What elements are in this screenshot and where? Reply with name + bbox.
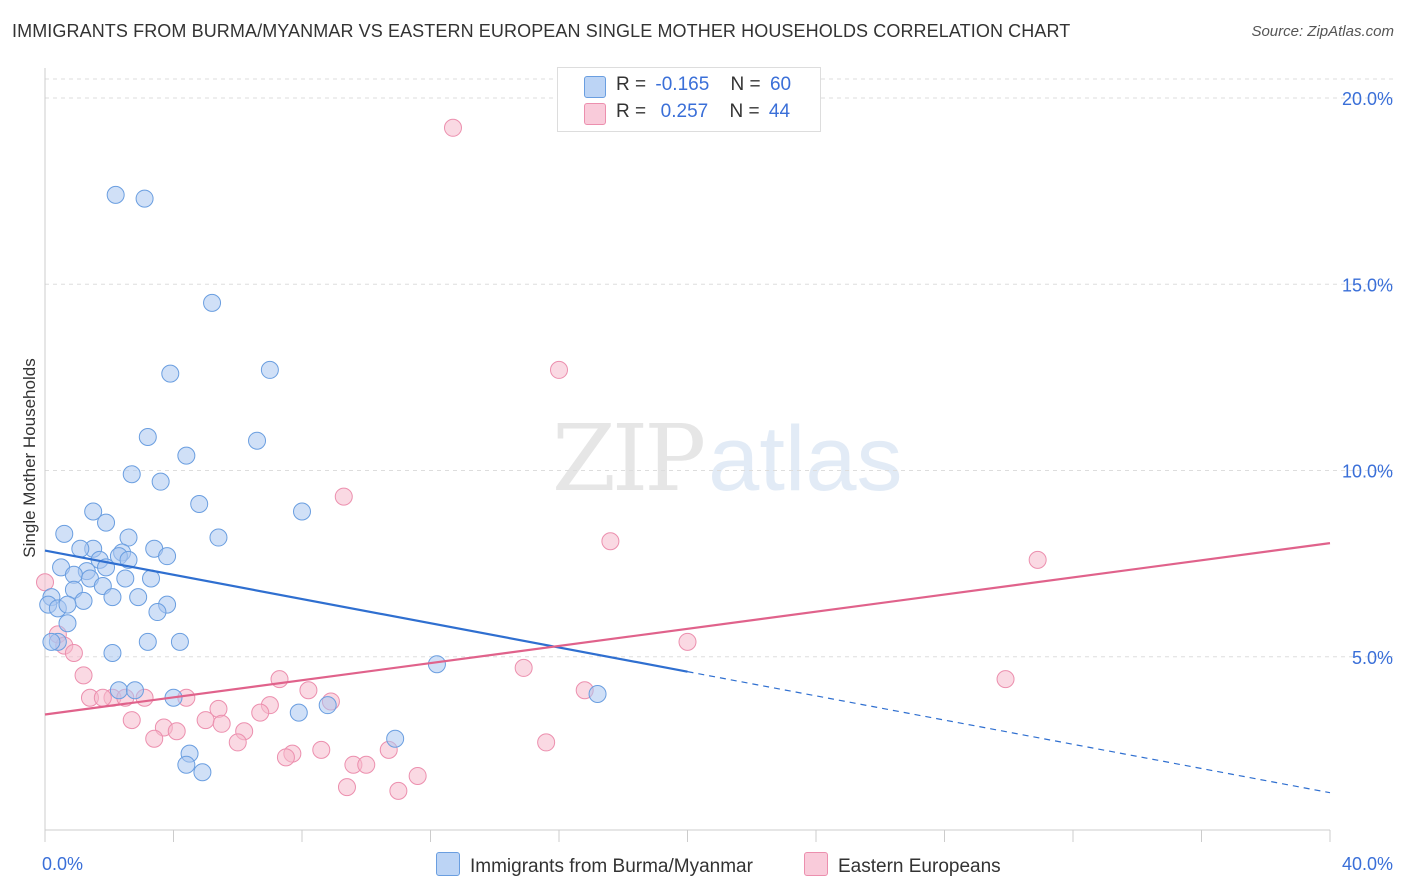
point-burma-myanmar	[138, 427, 157, 446]
point-eastern-europeans	[167, 722, 186, 741]
x-tick-label: 0.0%	[42, 854, 83, 874]
point-eastern-europeans	[122, 711, 141, 730]
legend-n-label-blue: N =	[730, 74, 761, 95]
point-burma-myanmar	[129, 588, 148, 607]
point-eastern-europeans	[74, 666, 93, 685]
point-eastern-europeans	[443, 118, 462, 137]
point-eastern-europeans	[228, 733, 247, 752]
point-burma-myanmar	[109, 681, 128, 700]
watermark-atlas: atlas	[708, 408, 903, 510]
point-burma-myanmar	[158, 547, 177, 566]
point-burma-myanmar	[177, 755, 196, 774]
legend-r-value-blue: -0.165	[655, 74, 710, 95]
point-burma-myanmar	[209, 528, 228, 547]
point-burma-myanmar	[125, 681, 144, 700]
bottom-legend-pink: Eastern Europeans	[804, 852, 1001, 878]
point-eastern-europeans	[514, 658, 533, 677]
point-burma-myanmar	[170, 632, 189, 651]
y-tick-label: 20.0%	[1342, 89, 1393, 109]
point-burma-myanmar	[71, 539, 90, 558]
point-burma-myanmar	[248, 431, 267, 450]
point-eastern-europeans	[64, 644, 83, 663]
y-tick-label: 15.0%	[1342, 275, 1393, 295]
point-burma-myanmar	[148, 603, 167, 622]
point-eastern-europeans	[196, 711, 215, 730]
stats-legend: R = -0.165 N = 60 R = 0.257 N = 44	[557, 67, 821, 132]
point-eastern-europeans	[36, 573, 54, 592]
watermark-zip: ZIP	[552, 405, 706, 512]
legend-r-label-pink: R =	[616, 101, 647, 122]
point-burma-myanmar	[427, 655, 446, 674]
legend-n-value-pink: 44	[768, 101, 791, 122]
point-eastern-europeans	[212, 714, 231, 733]
point-burma-myanmar	[119, 550, 138, 569]
point-eastern-europeans	[93, 688, 112, 707]
point-burma-myanmar	[58, 614, 77, 633]
point-eastern-europeans	[337, 778, 356, 797]
trendline-eastern-europeans	[44, 542, 1331, 716]
point-eastern-europeans	[276, 748, 295, 767]
point-burma-myanmar	[55, 524, 74, 543]
bottom-legend-blue: Immigrants from Burma/Myanmar	[436, 852, 753, 878]
point-eastern-europeans	[334, 487, 353, 506]
legend-r-value-pink: 0.257	[655, 101, 709, 122]
point-eastern-europeans	[145, 729, 164, 748]
point-eastern-europeans	[357, 755, 376, 774]
point-burma-myanmar	[151, 472, 170, 491]
point-burma-myanmar	[42, 632, 61, 651]
legend-swatch-pink	[584, 103, 606, 125]
legend-swatch-blue	[584, 76, 606, 98]
point-burma-myanmar	[135, 189, 154, 208]
point-eastern-europeans	[408, 766, 427, 785]
trendline-burma-myanmar	[44, 549, 688, 673]
point-eastern-europeans	[996, 670, 1015, 689]
y-tick-label: 5.0%	[1352, 648, 1393, 668]
point-eastern-europeans	[1028, 550, 1047, 569]
chart-title: IMMIGRANTS FROM BURMA/MYANMAR VS EASTERN…	[12, 21, 1071, 41]
point-eastern-europeans	[389, 781, 408, 800]
point-burma-myanmar	[138, 632, 157, 651]
point-eastern-europeans	[251, 703, 270, 722]
trendline-burma-myanmar-extrapolated	[687, 671, 1331, 794]
legend-n-label-pink: N =	[729, 101, 760, 122]
point-burma-myanmar	[84, 502, 103, 521]
legend-n-value-blue: 60	[769, 74, 792, 95]
bottom-legend-label-pink: Eastern Europeans	[838, 856, 1001, 877]
y-tick-label: 10.0%	[1342, 462, 1393, 482]
x-tick-label: 40.0%	[1342, 854, 1393, 874]
point-burma-myanmar	[203, 293, 222, 312]
point-burma-myanmar	[103, 588, 122, 607]
point-burma-myanmar	[289, 703, 308, 722]
point-burma-myanmar	[103, 644, 122, 663]
legend-r-label-blue: R =	[616, 74, 647, 95]
point-burma-myanmar	[190, 495, 209, 514]
bottom-legend-label-blue: Immigrants from Burma/Myanmar	[470, 856, 753, 877]
point-burma-myanmar	[119, 528, 138, 547]
point-burma-myanmar	[122, 465, 141, 484]
point-burma-myanmar	[386, 729, 405, 748]
point-burma-myanmar	[293, 502, 311, 521]
point-burma-myanmar	[588, 685, 607, 703]
point-eastern-europeans	[678, 632, 697, 651]
bottom-legend-swatch-pink	[804, 852, 828, 876]
point-burma-myanmar	[177, 446, 196, 465]
point-eastern-europeans	[550, 360, 568, 379]
point-burma-myanmar	[161, 364, 180, 383]
bottom-legend-swatch-blue	[436, 852, 460, 876]
point-burma-myanmar	[260, 360, 279, 379]
point-burma-myanmar	[106, 185, 125, 204]
point-burma-myanmar	[318, 696, 337, 715]
point-eastern-europeans	[601, 532, 620, 551]
point-burma-myanmar	[116, 569, 135, 588]
watermark: ZIPatlas	[552, 405, 903, 512]
point-burma-myanmar	[97, 513, 116, 532]
point-burma-myanmar	[193, 763, 212, 782]
point-eastern-europeans	[312, 740, 331, 759]
point-eastern-europeans	[537, 733, 556, 752]
point-eastern-europeans	[299, 681, 318, 700]
point-burma-myanmar	[58, 595, 77, 614]
point-burma-myanmar	[74, 591, 93, 610]
source-label: Source: ZipAtlas.com	[1251, 23, 1394, 40]
